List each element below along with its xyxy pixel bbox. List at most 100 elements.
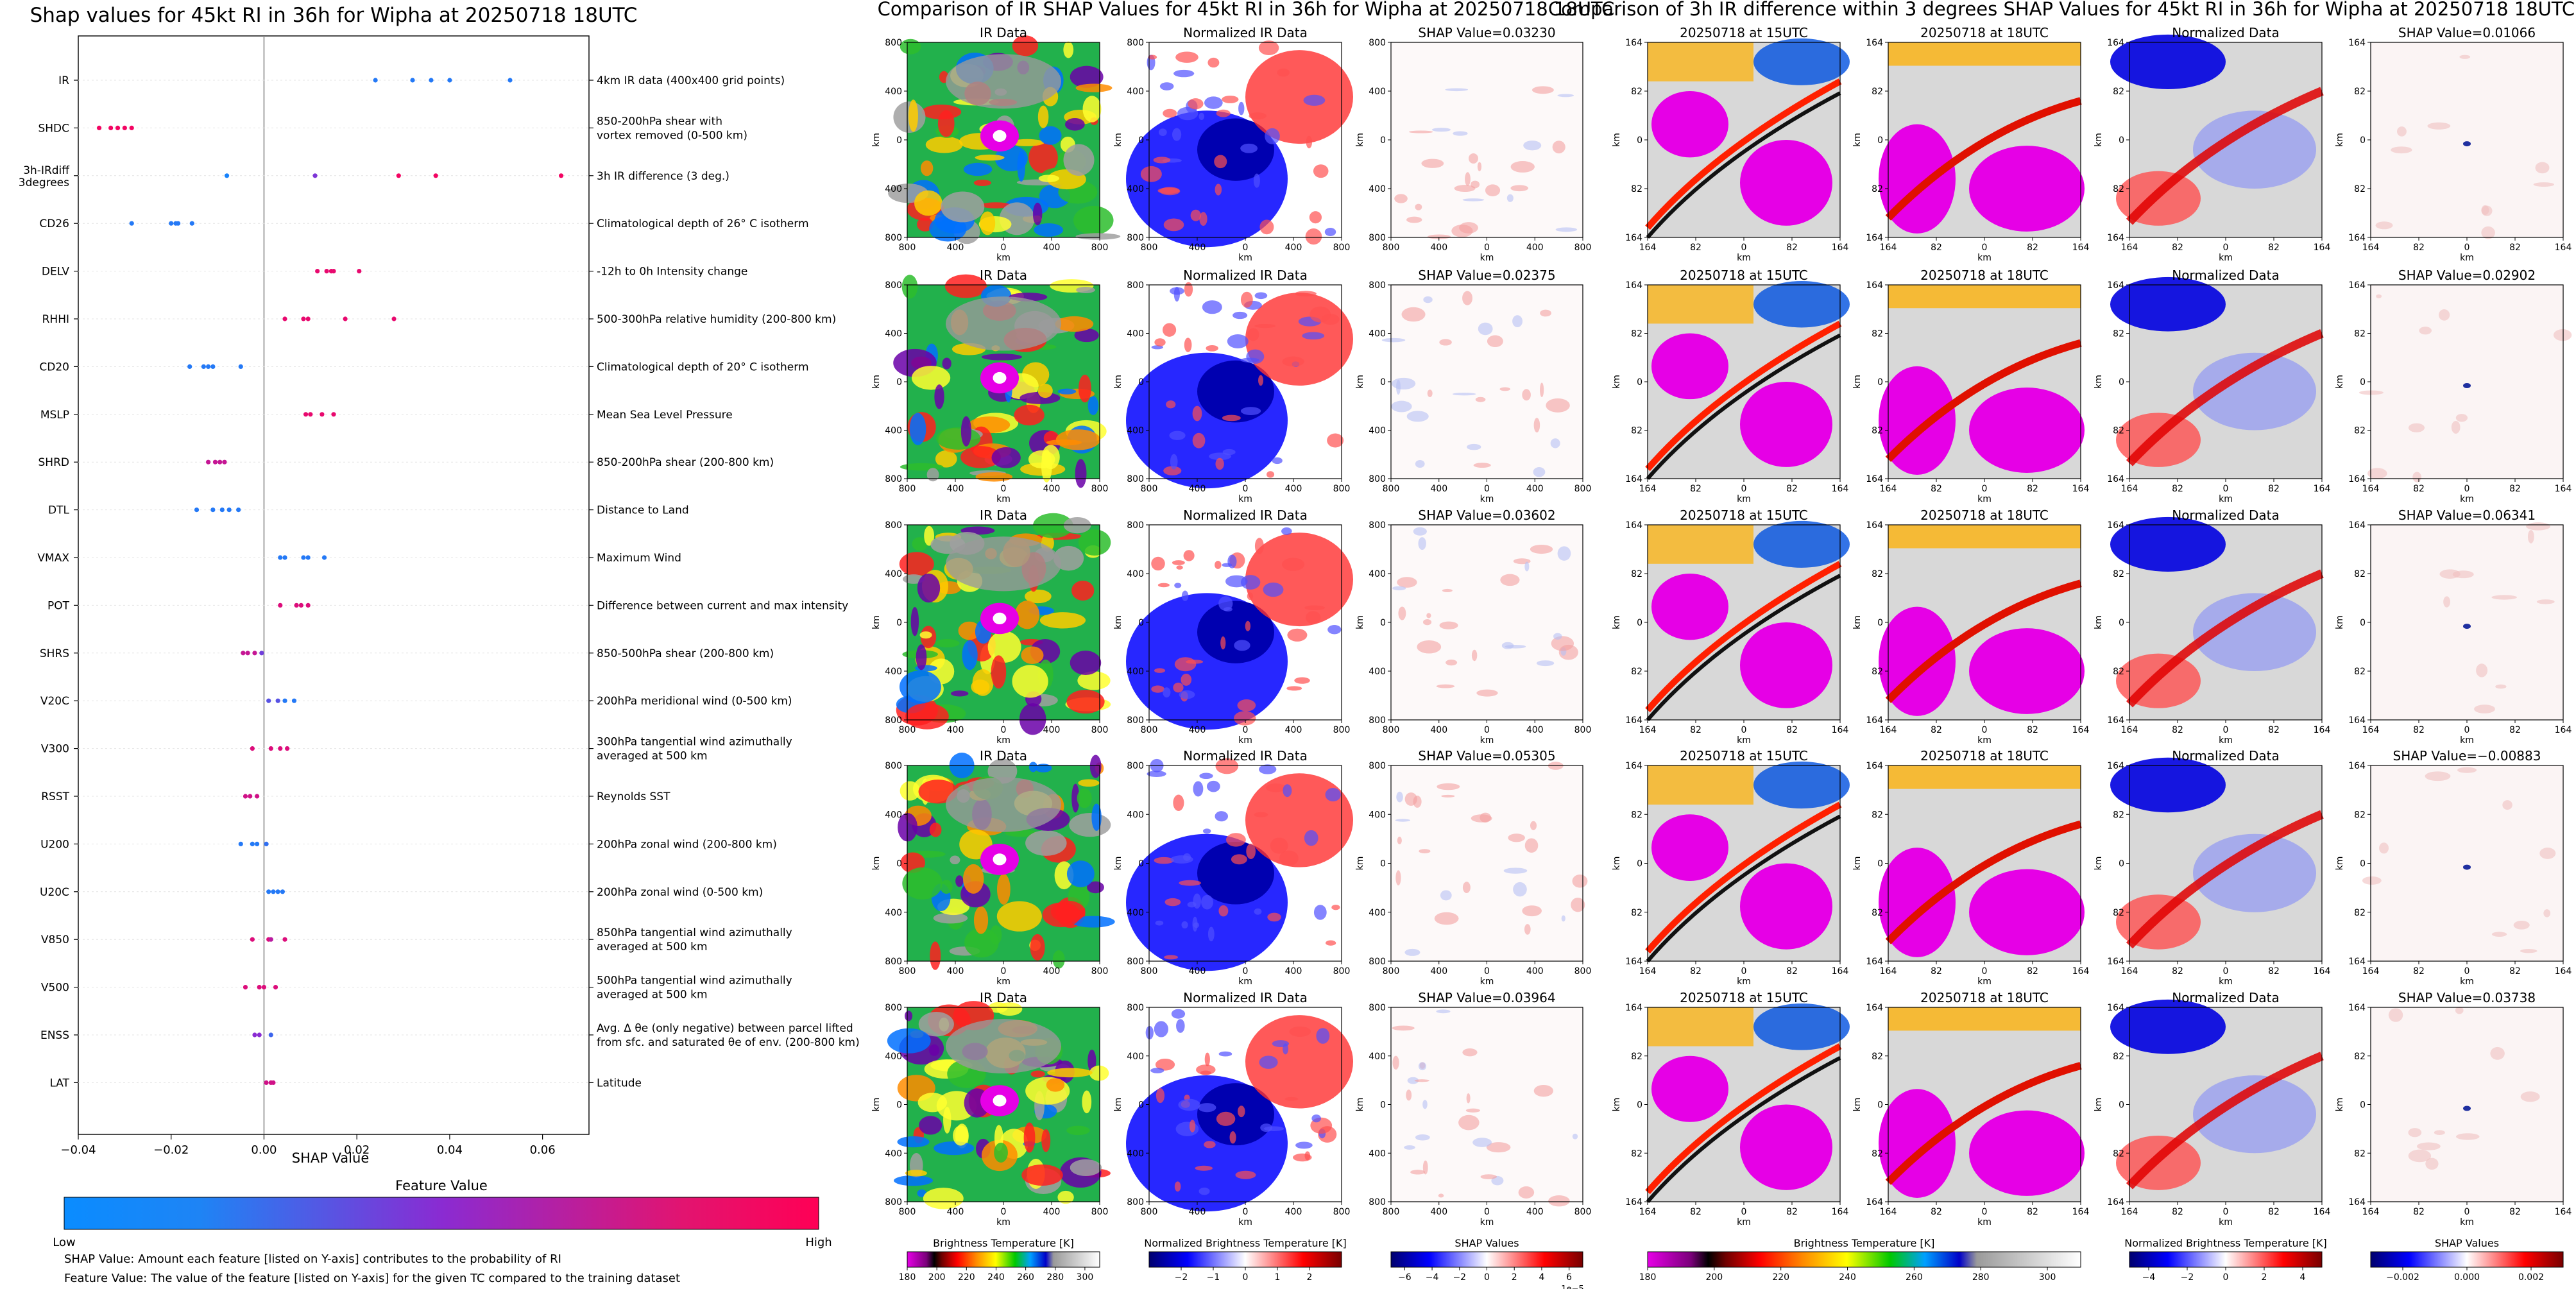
noise-blob bbox=[1246, 843, 1256, 859]
noise-blob bbox=[1331, 905, 1340, 910]
shap-blob bbox=[1431, 128, 1451, 132]
shap-blob bbox=[1513, 882, 1527, 897]
y-tick-label: 400 bbox=[1369, 184, 1386, 194]
x-tick-label: 400 bbox=[1285, 1207, 1302, 1217]
cloud-blob bbox=[905, 1011, 913, 1021]
panel-title: SHAP Value=0.01066 bbox=[2398, 25, 2536, 40]
x-tick-label: 82 bbox=[2027, 484, 2038, 494]
x-tick-label: 400 bbox=[947, 725, 964, 735]
colorbar: Brightness Temperature [K] 180 200 220 240 26… bbox=[1639, 1237, 2081, 1283]
warm-region bbox=[1245, 50, 1353, 144]
noise-blob bbox=[1229, 1131, 1236, 1144]
x-tick-label: 164 bbox=[2362, 1207, 2380, 1217]
x-axis-label: km bbox=[2219, 1217, 2233, 1227]
x-tick-label: 82 bbox=[2268, 243, 2280, 253]
y-axis-label: km bbox=[1852, 375, 1863, 389]
y-axis-label: km bbox=[1612, 1098, 1622, 1112]
cloud-blob bbox=[946, 777, 1061, 832]
x-tick-label: 164 bbox=[2314, 484, 2331, 494]
y-tick-label: RHHI bbox=[42, 313, 69, 326]
shap-blob bbox=[2375, 221, 2393, 230]
x-tick-label: 800 bbox=[899, 484, 916, 494]
y-tick-label: CD20 bbox=[39, 361, 69, 373]
x-axis-label: km bbox=[2460, 494, 2474, 504]
cloud-blob bbox=[1066, 690, 1105, 714]
cloud-blob bbox=[1032, 513, 1073, 538]
y-tick-label: SHRS bbox=[40, 647, 69, 660]
feature-description: 850-500hPa shear (200-800 km) bbox=[597, 647, 774, 660]
colorbar-tick-label: −6 bbox=[1398, 1272, 1412, 1283]
chart-title: Shap values for 45kt RI in 36h for Wipha… bbox=[30, 4, 638, 27]
y-tick-label: 164 bbox=[1866, 280, 1883, 291]
y-tick-label: 164 bbox=[1625, 715, 1642, 726]
shap-point bbox=[206, 364, 211, 370]
noise-blob bbox=[1305, 228, 1322, 245]
shap-blob bbox=[1499, 387, 1511, 391]
noise-blob bbox=[1189, 1120, 1196, 1132]
shap-blob bbox=[1395, 819, 1411, 822]
y-tick-label: 82 bbox=[1631, 426, 1642, 436]
x-tick-label: 82 bbox=[2509, 484, 2521, 494]
cloud-blob bbox=[1066, 1125, 1090, 1136]
noise-blob bbox=[1179, 690, 1195, 699]
shap-blob bbox=[1404, 1145, 1415, 1150]
x-tick-label: 164 bbox=[1880, 966, 1897, 977]
shap-point bbox=[298, 602, 303, 608]
noise-blob bbox=[1148, 55, 1157, 60]
shap-point bbox=[324, 269, 329, 274]
y-tick-label: 0 bbox=[1877, 135, 1883, 146]
shap-blob bbox=[1523, 141, 1542, 151]
x-tick-label: −0.04 bbox=[60, 1143, 96, 1157]
shap-blob bbox=[1524, 838, 1539, 853]
y-tick-label: 82 bbox=[2354, 1052, 2366, 1062]
panel-title: 20250718 at 18UTC bbox=[1920, 268, 2049, 283]
y-tick-label-line: 3degrees bbox=[19, 176, 69, 189]
shap-blob bbox=[1487, 335, 1503, 348]
y-tick-label: 0 bbox=[1380, 859, 1386, 869]
cloud-blob bbox=[975, 154, 1005, 161]
x-tick-label: 400 bbox=[1526, 1207, 1544, 1217]
shap-point bbox=[264, 1080, 269, 1085]
warm-band bbox=[1648, 765, 1753, 805]
y-tick-label: 164 bbox=[2348, 233, 2366, 243]
x-tick-label: 0 bbox=[1741, 725, 1747, 735]
feature-description: Distance to Land bbox=[597, 504, 689, 517]
shap-point bbox=[278, 602, 283, 608]
y-tick-label: RSST bbox=[41, 790, 69, 803]
y-tick-label: 82 bbox=[2354, 184, 2366, 194]
y-tick-label: 82 bbox=[1631, 1148, 1642, 1159]
noise-blob bbox=[1294, 677, 1310, 684]
colorbar-tick-label: −1 bbox=[1207, 1272, 1220, 1283]
noise-blob bbox=[1289, 1026, 1311, 1037]
storm-eye bbox=[993, 130, 1007, 142]
x-tick-label: 400 bbox=[947, 1207, 964, 1217]
y-tick-label: 82 bbox=[2113, 87, 2124, 97]
y-tick-label: 0 bbox=[1138, 377, 1144, 388]
noise-blob bbox=[1204, 1141, 1216, 1148]
x-tick-label: 0 bbox=[1243, 243, 1249, 253]
x-tick-label: 164 bbox=[2072, 966, 2090, 977]
noise-blob bbox=[1227, 554, 1237, 568]
shap-blob bbox=[1395, 870, 1401, 885]
cloud-blob bbox=[1012, 665, 1048, 698]
cloud-blob bbox=[1032, 202, 1043, 226]
x-tick-label: 0 bbox=[2464, 725, 2470, 735]
x-tick-label: 800 bbox=[1333, 966, 1351, 977]
panel-title: 20250718 at 18UTC bbox=[1920, 25, 2049, 40]
y-tick-label: 400 bbox=[1127, 569, 1144, 579]
y-tick-label: 800 bbox=[885, 474, 902, 484]
shap-blob bbox=[1396, 791, 1403, 803]
y-axis-label: km bbox=[1612, 375, 1622, 389]
shap-point bbox=[357, 269, 362, 274]
convection-blob bbox=[1969, 1110, 2085, 1196]
x-tick-label: 82 bbox=[2413, 484, 2425, 494]
shap-blob bbox=[2416, 1142, 2441, 1150]
shap-blob bbox=[1427, 234, 1451, 239]
heatmap-panel: 80080040040000400400800800kmkmNormalized… bbox=[1113, 748, 1353, 987]
cloud-blob bbox=[963, 162, 993, 176]
noise-blob bbox=[1222, 96, 1239, 103]
shap-blob bbox=[2408, 423, 2425, 432]
